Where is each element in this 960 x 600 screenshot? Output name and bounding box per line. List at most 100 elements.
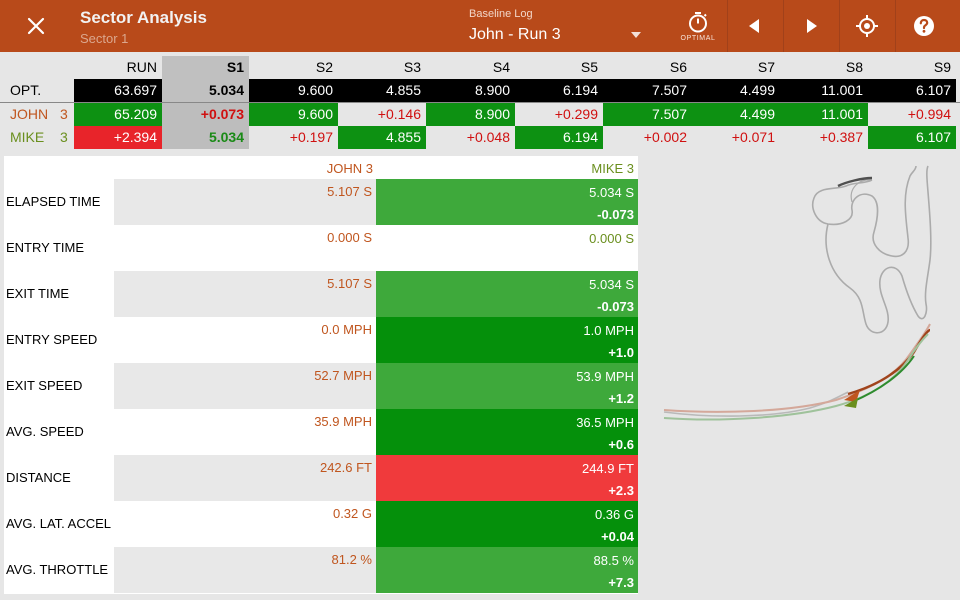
detail-mike-delta: +1.0 [608,345,634,360]
optimal-button[interactable]: OPTIMAL [672,0,724,52]
detail-mike-cell: 1.0 MPH +1.0 [376,317,638,363]
detail-label: DISTANCE [6,470,71,485]
detail-mike-cell: 0.36 G +0.04 [376,501,638,547]
detail-john-value: 35.9 MPH [114,409,376,455]
mike-row[interactable]: MIKE 3 +2.394 5.034 +0.197 4.855 +0.048 6… [0,126,960,149]
row-label-run-number: 3 [60,129,68,145]
john-position-marker [844,390,860,402]
triangle-right-icon [807,19,817,33]
stopwatch-icon [689,11,707,32]
column-header-s5[interactable]: S5 [580,59,598,75]
detail-label: EXIT SPEED [6,378,83,393]
cell-john-s1: +0.073 [162,103,249,126]
sector-header-row: RUN S1 S2 S3 S4 S5 S6 S7 S8 S9 [0,56,960,79]
locate-button[interactable] [842,0,892,52]
detail-john-value: 5.107 S [114,271,376,317]
cell-opt-run: 63.697 [74,79,162,102]
cell-mike-run: +2.394 [74,126,162,149]
cell-john-s2: 9.600 [249,103,338,126]
detail-mike-value: 244.9 FT [581,461,634,476]
column-header-s4[interactable]: S4 [492,59,510,75]
cell-mike-s8: +0.387 [819,129,863,145]
row-label-mike: MIKE 3 [0,126,74,149]
sector-times-table: RUN S1 S2 S3 S4 S5 S6 S7 S8 S9 OPT. 63.6… [0,56,960,149]
detail-row-avg-throttle: AVG. THROTTLE 81.2 % 88.5 % +7.3 [4,547,638,593]
cell-mike-s4: +0.048 [466,129,510,145]
cell-opt-s1: 5.034 [162,79,249,102]
mike-sector-trace [851,355,915,403]
row-label-opt: OPT. [0,79,74,102]
column-header-s8[interactable]: S8 [845,59,863,75]
cell-mike-s3: 4.855 [338,126,426,149]
detail-label: ELAPSED TIME [6,194,101,209]
sector-highlight [837,176,873,188]
row-label-john: JOHN 3 [0,103,74,126]
detail-mike-cell: 36.5 MPH +0.6 [376,409,638,455]
cell-mike-s2: +0.197 [289,129,333,145]
john-sector-trace [663,323,931,413]
column-header-s7[interactable]: S7 [757,59,775,75]
detail-mike-delta: -0.073 [597,207,634,222]
detail-mike-delta: +7.3 [608,575,634,590]
detail-header-row: JOHN 3 MIKE 3 [4,156,638,179]
detail-row-avg-speed: AVG. SPEED 35.9 MPH 36.5 MPH +0.6 [4,409,638,455]
header-divider [895,0,896,52]
cell-mike-s1: 5.034 [162,126,249,149]
detail-mike-value: 5.034 S [589,185,634,200]
detail-label: AVG. SPEED [6,424,84,439]
cell-opt-s2: 9.600 [249,79,338,102]
cell-opt-s6: 7.507 [603,79,692,102]
app-header: Sector Analysis Sector 1 Baseline Log Jo… [0,0,960,52]
next-sector-button[interactable] [786,0,838,52]
detail-mike-delta: -0.073 [597,299,634,314]
detail-mike-value: 5.034 S [589,277,634,292]
detail-row-avg-lat-accel: AVG. LAT. ACCEL 0.32 G 0.36 G +0.04 [4,501,638,547]
detail-row-elapsed-time: ELAPSED TIME 5.107 S 5.034 S -0.073 [4,179,638,225]
cell-john-s6: 7.507 [603,103,692,126]
detail-row-distance: DISTANCE 242.6 FT 244.9 FT +2.3 [4,455,638,501]
john-row[interactable]: JOHN 3 65.209 +0.073 9.600 +0.146 8.900 +… [0,103,960,126]
detail-mike-value: 0.36 G [594,507,634,522]
baseline-log-dropdown[interactable]: Baseline Log John - Run 3 [469,6,649,48]
baseline-log-label: Baseline Log [469,8,533,20]
detail-mike-cell: 5.034 S -0.073 [376,271,638,317]
track-map[interactable] [640,156,960,594]
cell-john-run: 65.209 [74,103,162,126]
column-header-s1[interactable]: S1 [162,56,249,79]
cell-john-s7: 4.499 [692,103,780,126]
cell-opt-s5: 6.194 [515,79,603,102]
cell-opt-s4: 8.900 [426,79,515,102]
detail-mike-delta: +1.2 [608,391,634,406]
column-header-s3[interactable]: S3 [403,59,421,75]
previous-sector-button[interactable] [728,0,780,52]
detail-mike-cell: 5.034 S -0.073 [376,179,638,225]
cell-john-s3: +0.146 [377,106,421,122]
optimal-label: OPTIMAL [680,34,716,42]
cell-john-s8: 11.001 [780,103,868,126]
row-label-text: MIKE [10,129,45,145]
detail-mike-cell: 88.5 % +7.3 [376,547,638,593]
column-header-s6[interactable]: S6 [669,59,687,75]
detail-john-value: 81.2 % [114,547,376,593]
cell-opt-s3: 4.855 [338,79,426,102]
detail-label: ENTRY SPEED [6,332,98,347]
detail-label: AVG. LAT. ACCEL [6,516,112,531]
row-divider [0,102,960,103]
detail-mike-delta: +0.6 [608,437,634,452]
detail-john-value: 0.0 MPH [114,317,376,363]
cell-john-s5: +0.299 [554,106,598,122]
help-button[interactable] [898,0,950,52]
detail-mike-cell: 0.000 S [376,225,638,271]
detail-mike-delta: +2.3 [608,483,634,498]
triangle-left-icon [749,19,759,33]
column-header-s9[interactable]: S9 [933,59,951,75]
track-outline [850,179,873,203]
column-header-s2[interactable]: S2 [315,59,333,75]
page-title: Sector Analysis [80,8,207,27]
detail-john-value: 52.7 MPH [114,363,376,409]
column-header-run[interactable]: RUN [126,59,157,75]
detail-header-mike: MIKE 3 [591,161,634,176]
optimal-row[interactable]: OPT. 63.697 5.034 9.600 4.855 8.900 6.19… [0,79,960,102]
header-divider [783,0,784,52]
close-button[interactable] [16,12,56,40]
